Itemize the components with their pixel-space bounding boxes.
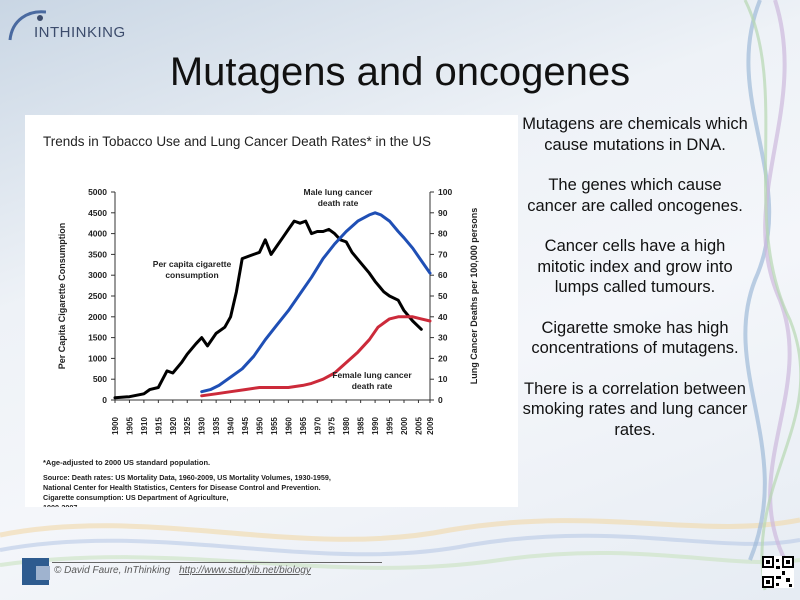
x-tick-label: 1990 (371, 417, 380, 435)
footer-credit: © David Faure, InThinking (54, 565, 171, 576)
y-right-tick-label: 10 (438, 374, 448, 384)
logo-text: INTHINKING (34, 24, 126, 41)
x-tick-label: 2000 (400, 417, 409, 435)
footer-credit-block: © David Faure, InThinking http://www.stu… (54, 565, 311, 576)
y-right-tick-label: 100 (438, 187, 452, 197)
series-label-cigarette: consumption (165, 270, 218, 280)
slide-title: Mutagens and oncogenes (169, 50, 631, 94)
x-tick-label: 1915 (154, 417, 163, 435)
y-right-tick-label: 20 (438, 353, 448, 363)
x-tick-label: 1960 (284, 417, 293, 435)
series-label-male: Male lung cancer (304, 187, 374, 197)
y-right-tick-label: 40 (438, 312, 448, 322)
y-right-tick-label: 70 (438, 249, 448, 259)
logo-swoosh-icon (8, 10, 46, 41)
tobacco-lung-cancer-chart: Trends in Tobacco Use and Lung Cancer De… (43, 134, 479, 512)
series-line (200, 211, 432, 394)
footer-link[interactable]: http://www.studyib.net/biology (179, 565, 311, 576)
chart-source-line: Source: Death rates: US Mortality Data, … (43, 473, 331, 482)
chart-footnote: *Age-adjusted to 2000 US standard popula… (43, 458, 210, 467)
footer-divider (52, 562, 382, 563)
x-tick-label: 1970 (313, 417, 322, 435)
series-label-female: death rate (352, 381, 393, 391)
x-tick-label: 1925 (183, 417, 192, 435)
x-tick-label: 1965 (299, 417, 308, 435)
x-tick-label: 1945 (241, 417, 250, 435)
x-tick-label: 1930 (198, 417, 207, 435)
chart-source-line: National Center for Health Statistics, C… (43, 483, 321, 492)
y-left-tick-label: 5000 (88, 187, 107, 197)
x-tick-label: 1900 (111, 417, 120, 435)
series-line (200, 315, 432, 398)
chart-source-line: Cigarette consumption: US Department of … (43, 493, 228, 502)
x-tick-label: 1955 (270, 417, 279, 435)
side-paragraph: The genes which cause cancer are called … (527, 176, 743, 215)
x-tick-label: 1975 (328, 417, 337, 435)
chart-source-line: 1900-2007. (43, 503, 79, 507)
series-line (113, 219, 423, 400)
qr-code-icon (762, 556, 794, 588)
y-left-tick-label: 500 (93, 374, 107, 384)
series-label-cigarette: Per capita cigarette (153, 259, 232, 269)
x-tick-label: 1910 (140, 417, 149, 435)
x-tick-label: 1985 (357, 417, 366, 435)
y-right-tick-label: 80 (438, 229, 448, 239)
chart-panel: Trends in Tobacco Use and Lung Cancer De… (25, 115, 518, 512)
y-right-tick-label: 50 (438, 291, 448, 301)
x-tick-label: 2005 (414, 417, 423, 435)
y-left-tick-label: 4500 (88, 208, 107, 218)
y-left-axis-label: Per Capita Cigarette Consumption (57, 223, 67, 370)
x-tick-label: 1980 (342, 417, 351, 435)
y-right-tick-label: 60 (438, 270, 448, 280)
x-tick-label: 1950 (255, 417, 264, 435)
y-left-tick-label: 2000 (88, 312, 107, 322)
side-text-panel: Mutagens are chemicals which cause mutat… (522, 114, 748, 460)
y-left-tick-label: 0 (102, 395, 107, 405)
series-label-female: Female lung cancer (332, 370, 412, 380)
x-tick-label: 1995 (386, 417, 395, 435)
x-tick-label: 1905 (125, 417, 134, 435)
y-right-axis-label: Lung Cancer Deaths per 100,000 persons (469, 208, 479, 385)
footer-square-light (36, 566, 50, 580)
x-tick-label: 1920 (169, 417, 178, 435)
x-tick-label: 1935 (212, 417, 221, 435)
y-left-tick-label: 1000 (88, 353, 107, 363)
y-left-tick-label: 3500 (88, 249, 107, 259)
y-left-tick-label: 1500 (88, 333, 107, 343)
y-left-tick-label: 2500 (88, 291, 107, 301)
y-right-tick-label: 0 (438, 395, 443, 405)
x-tick-label: 1940 (227, 417, 236, 435)
chart-title: Trends in Tobacco Use and Lung Cancer De… (43, 134, 431, 149)
y-right-tick-label: 90 (438, 208, 448, 218)
y-right-tick-label: 30 (438, 333, 448, 343)
side-paragraph: Mutagens are chemicals which cause mutat… (522, 115, 748, 154)
inthinking-logo: INTHINKING (6, 4, 126, 44)
y-left-tick-label: 3000 (88, 270, 107, 280)
series-label-male: death rate (318, 198, 359, 208)
side-paragraph: There is a correlation between smoking r… (522, 379, 748, 439)
x-tick-label: 2009 (426, 417, 435, 435)
side-paragraph: Cigarette smoke has high concentrations … (531, 318, 739, 358)
y-left-tick-label: 4000 (88, 229, 107, 239)
side-paragraph: Cancer cells have a high mitotic index a… (537, 237, 733, 296)
